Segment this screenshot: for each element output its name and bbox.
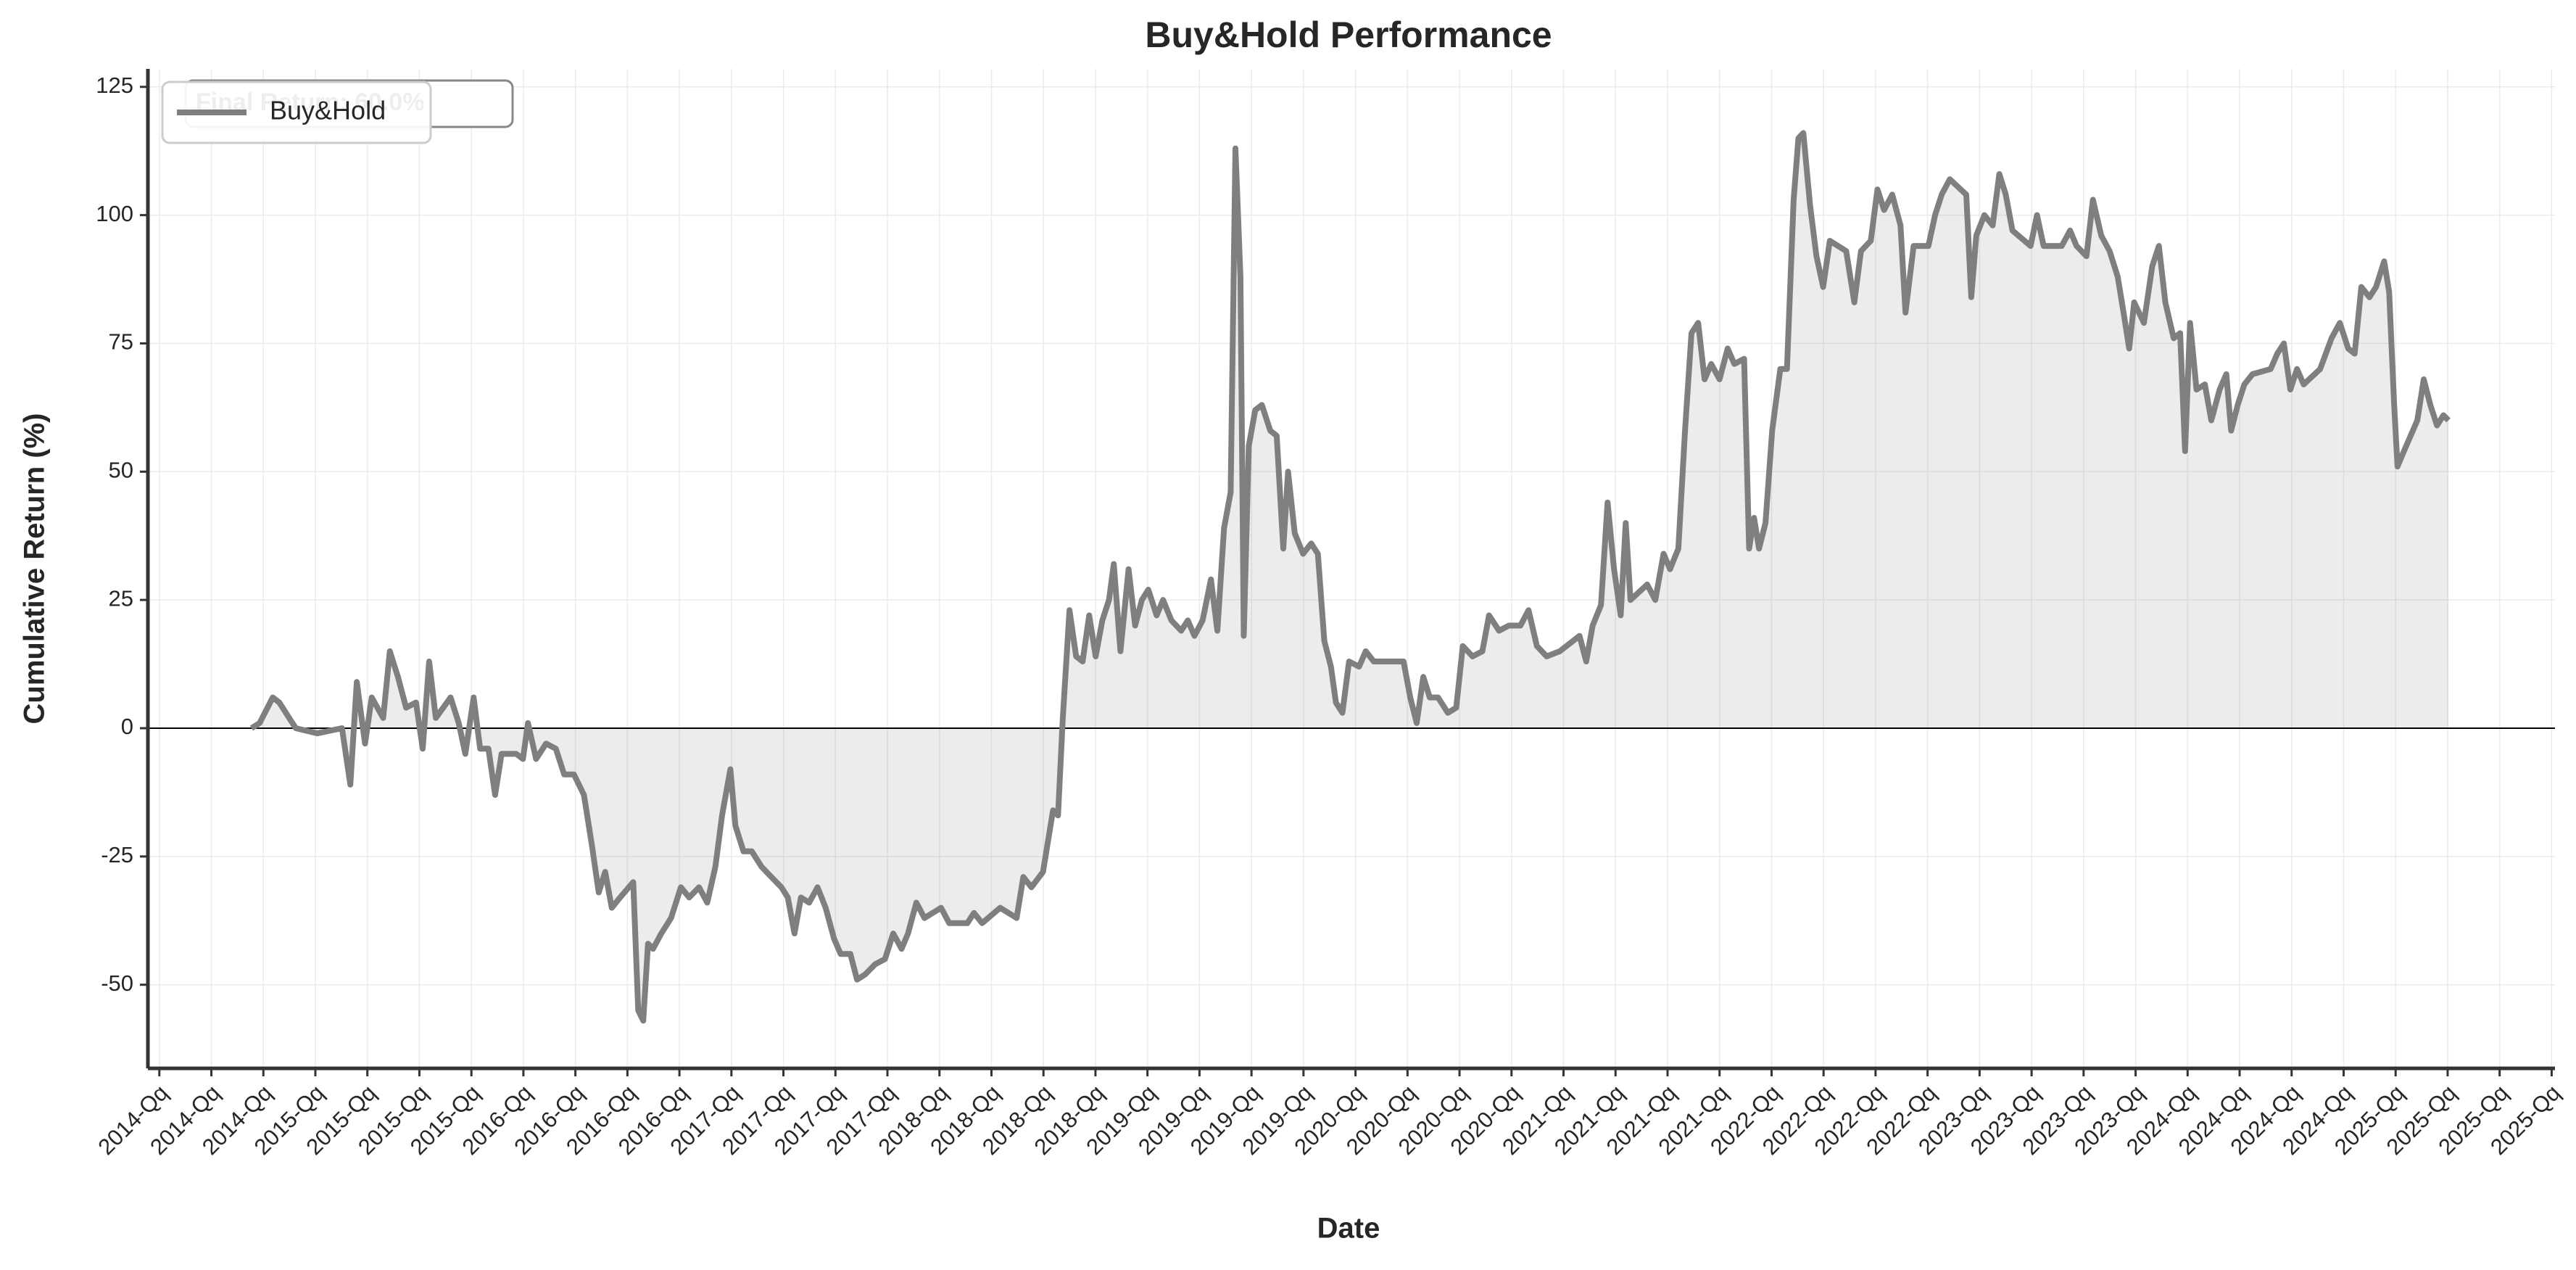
y-tick-label: -25 xyxy=(101,842,133,867)
legend-box xyxy=(161,81,432,144)
area xyxy=(251,133,2449,1021)
plot-area: -50-2502550751001252014-Qq2014-Qq2014-Qq… xyxy=(93,69,2565,1160)
y-tick-label: -50 xyxy=(101,970,133,996)
y-tick-label: 25 xyxy=(109,585,133,611)
x-axis-label: Date xyxy=(1317,1213,1380,1245)
y-tick-label: 125 xyxy=(96,73,133,98)
y-tick-label: 75 xyxy=(109,329,133,355)
y-axis-label: Cumulative Return (%) xyxy=(19,413,51,725)
legend-label: Buy&Hold xyxy=(270,96,386,125)
y-tick-label: 0 xyxy=(121,714,133,739)
y-tick-label: 50 xyxy=(109,457,133,482)
chart-title: Buy&Hold Performance xyxy=(1145,15,1552,55)
line xyxy=(249,130,2451,1024)
y-tick-label: 100 xyxy=(96,201,133,226)
